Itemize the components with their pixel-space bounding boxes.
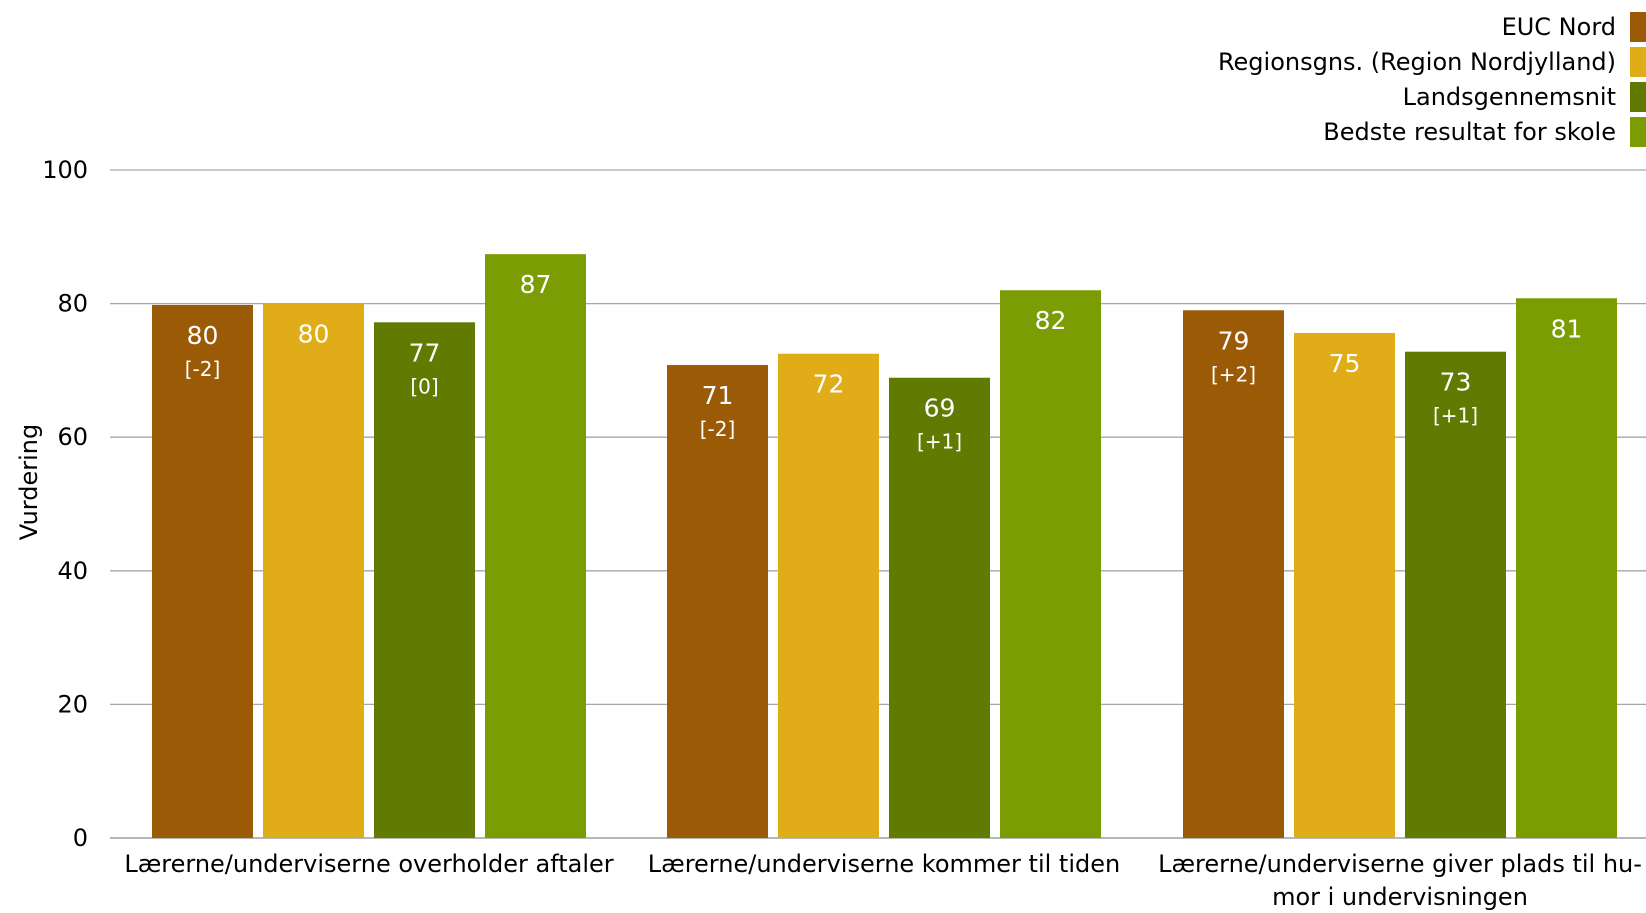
data-label: 75 — [1329, 349, 1361, 378]
change-label: [+1] — [917, 430, 962, 454]
change-label: [0] — [410, 374, 438, 398]
y-tick-label: 80 — [57, 290, 88, 318]
x-axis-categories: Lærerne/underviserne overholder aftaler L… — [124, 850, 1642, 911]
legend-entry: Landsgennemsnit — [1403, 83, 1616, 111]
bar — [263, 303, 364, 839]
data-label: 77 — [409, 338, 441, 367]
bar — [1516, 298, 1617, 839]
y-axis-ticks: 0 20 40 60 80 100 — [42, 156, 88, 852]
x-category-label: Lærerne/underviserne kommer til tiden — [648, 850, 1120, 878]
x-category-label: Lærerne/underviserne overholder aftaler — [124, 850, 613, 878]
legend: EUC Nord Regionsgns. (Region Nordjylland)… — [1218, 12, 1646, 147]
x-category-label: Lærerne/underviserne giver plads til hu- — [1158, 850, 1642, 878]
data-label: 81 — [1551, 314, 1583, 343]
change-label: [-2] — [700, 417, 736, 441]
bar — [889, 377, 990, 838]
bar — [152, 304, 253, 838]
legend-swatch — [1630, 12, 1646, 42]
legend-entry: EUC Nord — [1502, 13, 1616, 41]
data-label: 69 — [924, 394, 956, 423]
change-label: [+2] — [1211, 362, 1256, 386]
change-label: [-2] — [185, 357, 221, 381]
data-label: 71 — [702, 381, 734, 410]
data-label: 80 — [187, 321, 219, 350]
legend-entry: Regionsgns. (Region Nordjylland) — [1218, 48, 1616, 76]
bars — [152, 254, 1617, 839]
y-tick-label: 60 — [57, 423, 88, 451]
data-label: 73 — [1440, 368, 1472, 397]
data-label: 80 — [298, 320, 330, 349]
bar — [374, 322, 475, 839]
y-axis-label: Vurdering — [15, 424, 43, 540]
bar — [1000, 290, 1101, 838]
bar — [485, 254, 586, 839]
legend-swatch — [1630, 47, 1646, 77]
data-label: 87 — [520, 270, 552, 299]
y-tick-label: 20 — [57, 690, 88, 718]
legend-entry: Bedste resultat for skole — [1323, 118, 1616, 146]
bar — [1183, 310, 1284, 838]
data-label: 72 — [813, 370, 845, 399]
data-label: 79 — [1218, 326, 1250, 355]
y-tick-label: 100 — [42, 156, 88, 184]
bar — [667, 365, 768, 838]
legend-swatch — [1630, 82, 1646, 112]
change-label: [+1] — [1433, 404, 1478, 428]
y-tick-label: 0 — [73, 824, 88, 852]
x-category-label: mor i undervisningen — [1272, 883, 1528, 911]
y-tick-label: 40 — [57, 557, 88, 585]
legend-swatch — [1630, 117, 1646, 147]
bar — [1294, 332, 1395, 838]
data-label: 82 — [1035, 306, 1067, 335]
bar — [778, 353, 879, 838]
bar — [1405, 351, 1506, 838]
data-labels: 80 [-2] 80 77 [0] 87 71 [-2] 72 69 [+1] 82 79 [+2] 75 7… — [185, 270, 1583, 454]
